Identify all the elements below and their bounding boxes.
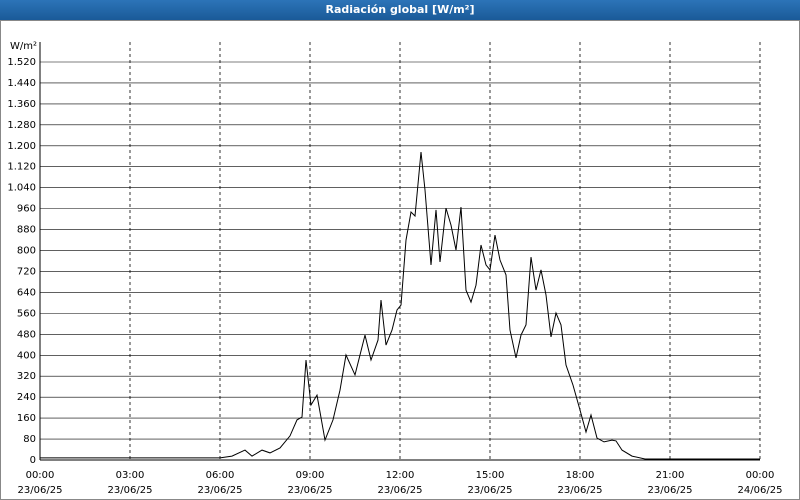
y-tick-label: 720 bbox=[17, 266, 36, 277]
y-tick-label: 1.040 bbox=[7, 183, 36, 194]
chart-title: Radiación global [W/m²] bbox=[325, 3, 474, 16]
x-tick-date: 23/06/25 bbox=[108, 485, 153, 496]
x-tick-label: 06:00 bbox=[206, 470, 235, 481]
y-tick-label: 960 bbox=[17, 204, 36, 215]
x-tick-date: 23/06/25 bbox=[648, 485, 693, 496]
y-tick-label: 560 bbox=[17, 308, 36, 319]
y-tick-label: 1.520 bbox=[7, 57, 36, 68]
x-tick-label: 18:00 bbox=[566, 470, 595, 481]
x-tick-label: 12:00 bbox=[386, 470, 415, 481]
x-tick-label: 09:00 bbox=[296, 470, 325, 481]
x-tick-date: 23/06/25 bbox=[468, 485, 513, 496]
y-tick-label: 880 bbox=[17, 225, 36, 236]
y-tick-label: 480 bbox=[17, 329, 36, 340]
y-tick-label: 400 bbox=[17, 350, 36, 361]
y-tick-label: 160 bbox=[17, 413, 36, 424]
y-tick-label: 1.200 bbox=[7, 141, 36, 152]
x-tick-date: 24/06/25 bbox=[738, 485, 783, 496]
x-tick-label: 03:00 bbox=[116, 470, 145, 481]
y-tick-label: 1.360 bbox=[7, 99, 36, 110]
x-tick-label: 00:00 bbox=[26, 470, 55, 481]
y-axis-label: W/m² bbox=[10, 41, 37, 52]
y-tick-label: 1.440 bbox=[7, 78, 36, 89]
y-tick-label: 0 bbox=[30, 455, 36, 466]
y-tick-label: 1.280 bbox=[7, 120, 36, 131]
data-line bbox=[40, 152, 760, 460]
title-bar bbox=[0, 0, 800, 20]
y-tick-label: 1.120 bbox=[7, 162, 36, 173]
x-tick-date: 23/06/25 bbox=[558, 485, 603, 496]
y-tick-label: 640 bbox=[17, 287, 36, 298]
x-tick-date: 23/06/25 bbox=[198, 485, 243, 496]
x-tick-label: 21:00 bbox=[656, 470, 685, 481]
y-tick-label: 320 bbox=[17, 371, 36, 382]
x-tick-date: 23/06/25 bbox=[18, 485, 63, 496]
x-tick-date: 23/06/25 bbox=[288, 485, 333, 496]
y-tick-label: 80 bbox=[23, 434, 36, 445]
y-tick-label: 240 bbox=[17, 392, 36, 403]
x-tick-label: 15:00 bbox=[476, 470, 505, 481]
y-tick-label: 800 bbox=[17, 246, 36, 257]
x-tick-label: 00:00 bbox=[746, 470, 775, 481]
x-tick-date: 23/06/25 bbox=[378, 485, 423, 496]
